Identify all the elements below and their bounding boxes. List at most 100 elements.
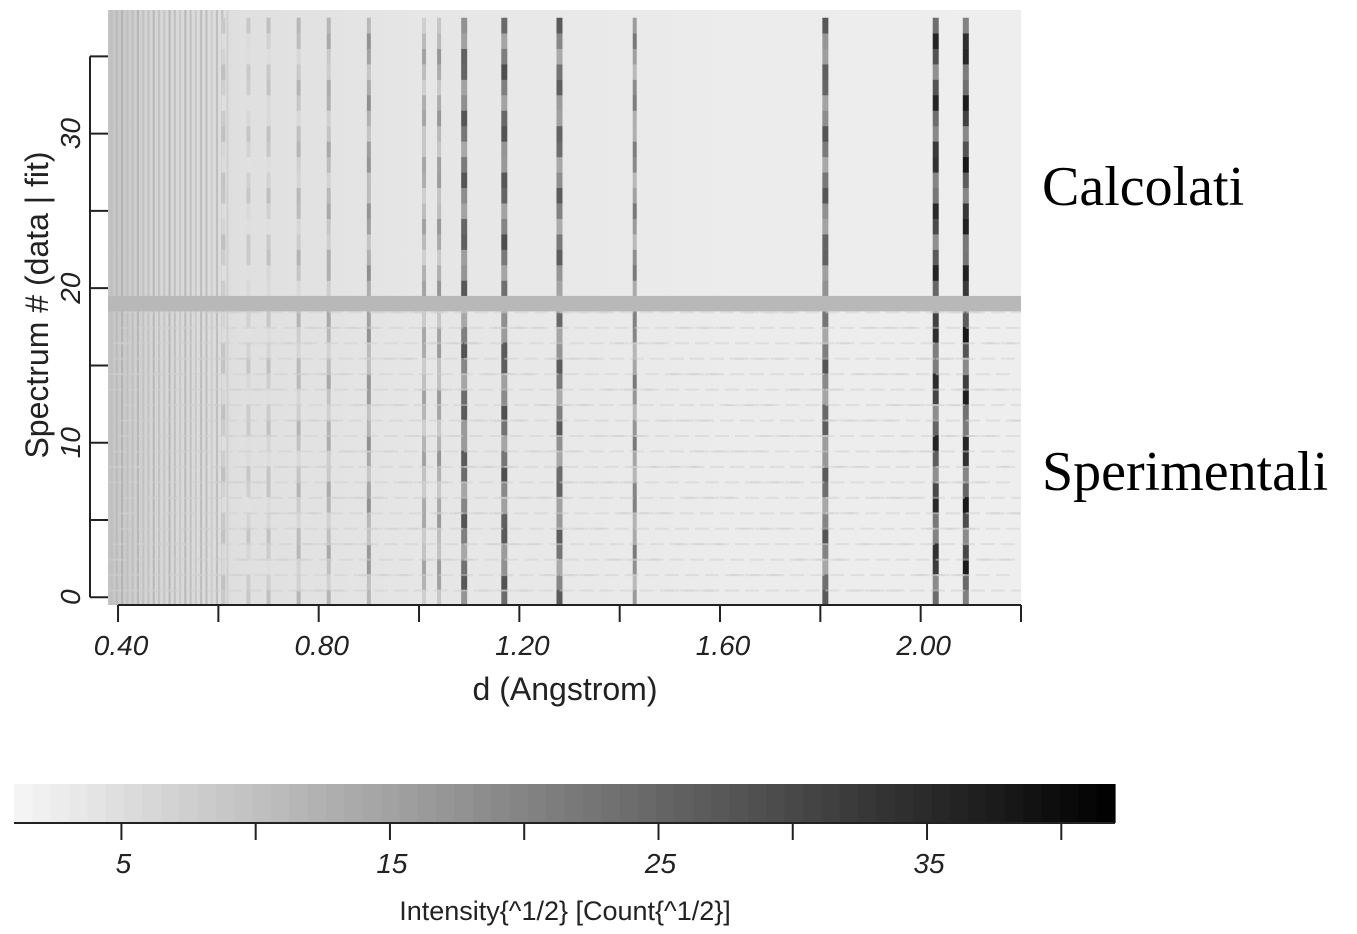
noise-cell — [253, 373, 268, 376]
noise-cell — [915, 465, 930, 468]
noise-cell — [740, 512, 755, 515]
noise-cell — [795, 342, 810, 345]
noise-cell — [1005, 512, 1020, 515]
noise-cell — [830, 373, 845, 376]
noise-cell — [238, 435, 253, 437]
noise-cell — [604, 465, 619, 468]
colorbar-swatch — [197, 784, 217, 823]
peak-cell — [266, 512, 271, 529]
peak-cell — [422, 187, 427, 204]
noise-cell — [173, 465, 188, 468]
noise-cell — [464, 357, 479, 360]
noise-cell — [509, 435, 524, 437]
noise-cell — [970, 388, 985, 391]
peak-cell — [461, 125, 468, 142]
peak-cell — [461, 589, 468, 605]
peak-cell — [437, 48, 442, 65]
peak-cell — [962, 481, 969, 498]
noise-cell — [569, 435, 584, 437]
noise-cell — [193, 373, 208, 376]
noise-cell — [574, 419, 589, 422]
noise-cell — [403, 342, 418, 345]
noise-cell — [424, 543, 439, 546]
noise-cell — [875, 558, 890, 561]
noise-cell — [499, 465, 514, 468]
peak-cell — [437, 326, 442, 343]
peak-cell — [556, 388, 563, 405]
noise-cell — [388, 512, 403, 515]
noise-cell — [970, 481, 985, 484]
noise-cell — [108, 589, 122, 592]
noise-cell — [770, 465, 785, 468]
peak-cell — [932, 125, 939, 142]
noise-cell — [323, 527, 338, 530]
noise-cell — [544, 465, 559, 468]
noise-cell — [449, 419, 464, 422]
peak-cell — [556, 342, 563, 359]
colorbar-swatch — [656, 784, 676, 823]
peak-cell — [296, 172, 301, 189]
noise-cell — [674, 419, 689, 422]
peak-cell — [932, 404, 939, 420]
noise-cell — [268, 388, 283, 391]
noise-cell — [614, 527, 629, 530]
noise-cell — [233, 373, 248, 376]
noise-cell — [750, 450, 765, 453]
noise-cell — [825, 496, 840, 499]
peak-cell — [932, 64, 939, 80]
noise-cell — [373, 574, 388, 577]
noise-cell — [619, 404, 634, 407]
noise-cell — [880, 527, 895, 530]
noise-cell — [248, 481, 263, 484]
peak-cell — [962, 48, 969, 65]
noise-cell — [920, 435, 935, 437]
noise-cell — [930, 481, 945, 484]
noise-cell — [584, 558, 599, 561]
peak-cell — [437, 465, 442, 482]
noise-cell — [213, 465, 228, 468]
colorbar-swatch — [234, 784, 254, 823]
y-tick-label: 10 — [55, 427, 86, 459]
peak-cell — [366, 574, 371, 590]
peak-cell — [437, 342, 442, 359]
noise-cell — [609, 543, 624, 546]
peak-cell — [437, 125, 442, 142]
peak-cell — [822, 110, 829, 127]
peak-cell — [501, 48, 508, 65]
peak-cell — [296, 419, 301, 436]
noise-cell — [218, 527, 233, 530]
noise-cell — [408, 419, 423, 422]
noise-cell — [353, 388, 368, 391]
colorbar-swatch — [986, 784, 1006, 823]
noise-cell — [479, 465, 494, 468]
peak-cell — [632, 48, 637, 65]
peak-cell — [366, 465, 371, 482]
colorbar-swatch — [436, 784, 455, 823]
noise-cell — [800, 512, 815, 515]
noise-cell — [785, 496, 800, 499]
peak-cell — [822, 404, 829, 420]
noise-cell — [524, 465, 539, 468]
noise-cell — [860, 326, 875, 329]
noise-cell — [775, 450, 790, 453]
peak-cell — [221, 435, 226, 451]
peak-cell — [437, 543, 442, 559]
peak-cell — [962, 512, 969, 529]
peak-cell — [221, 465, 226, 482]
peak-cell — [932, 574, 939, 590]
noise-cell — [699, 496, 714, 499]
peak-cell — [246, 64, 251, 80]
noise-cell — [835, 342, 850, 345]
peak-cell — [932, 419, 939, 436]
peak-cell — [221, 141, 226, 158]
noise-cell — [318, 357, 333, 360]
noise-cell — [589, 342, 604, 345]
peak-cell — [962, 404, 969, 420]
noise-cell — [755, 543, 770, 546]
noise-cell — [840, 435, 855, 437]
peak-cell — [422, 172, 427, 189]
noise-cell — [173, 558, 188, 561]
peak-cell — [632, 512, 637, 529]
peak-cell — [501, 64, 508, 80]
peak-cell — [962, 465, 969, 482]
